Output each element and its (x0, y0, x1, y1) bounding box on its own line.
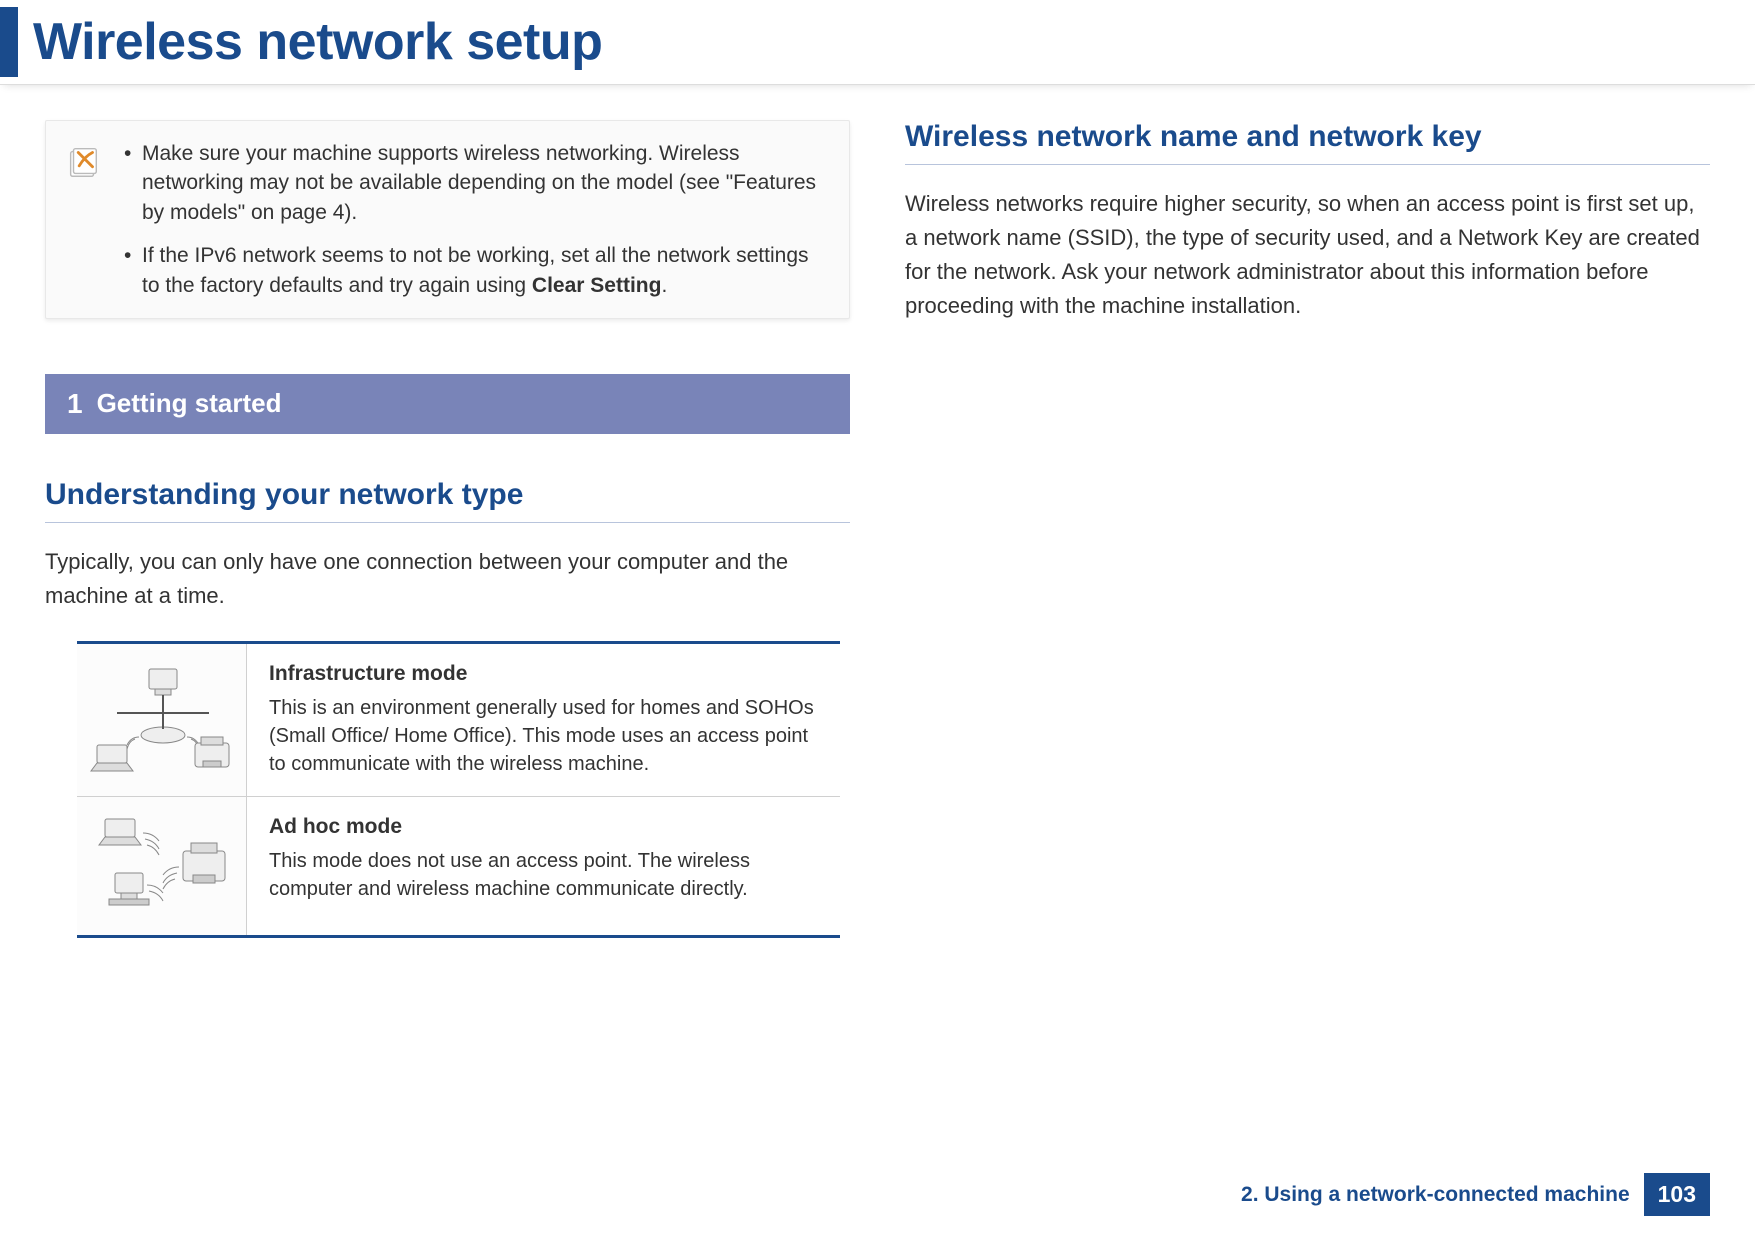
page-header: Wireless network setup (0, 0, 1755, 85)
subheading-network-key: Wireless network name and network key (905, 120, 1710, 165)
mode-description: This is an environment generally used fo… (269, 694, 818, 778)
left-column: Make sure your machine supports wireless… (45, 120, 850, 938)
mode-description: This mode does not use an access point. … (269, 847, 818, 903)
footer-chapter: 2. Using a network-connected machine (1241, 1183, 1630, 1207)
note-icon (64, 143, 102, 181)
mode-text-cell: Ad hoc mode This mode does not use an ac… (247, 797, 840, 935)
page-title: Wireless network setup (33, 12, 602, 72)
adhoc-mode-illustration (77, 797, 247, 935)
note-box: Make sure your machine supports wireless… (45, 120, 850, 319)
note-item: If the IPv6 network seems to not be work… (120, 241, 827, 300)
mode-text-cell: Infrastructure mode This is an environme… (247, 644, 840, 796)
page-number: 103 (1644, 1173, 1710, 1216)
note-list: Make sure your machine supports wireless… (120, 139, 827, 300)
intro-paragraph: Typically, you can only have one connect… (45, 545, 850, 613)
network-key-paragraph: Wireless networks require higher securit… (905, 187, 1710, 323)
table-row: Infrastructure mode This is an environme… (77, 644, 840, 797)
mode-title: Infrastructure mode (269, 662, 818, 686)
header-accent-bar (0, 7, 18, 77)
network-modes-table: Infrastructure mode This is an environme… (77, 641, 840, 938)
mode-title: Ad hoc mode (269, 815, 818, 839)
section-bar: 1 Getting started (45, 374, 850, 434)
infrastructure-mode-illustration (77, 644, 247, 796)
subheading-network-type: Understanding your network type (45, 478, 850, 523)
content-area: Make sure your machine supports wireless… (0, 85, 1755, 938)
note-item: Make sure your machine supports wireless… (120, 139, 827, 227)
page-footer: 2. Using a network-connected machine 103 (1241, 1173, 1710, 1216)
section-number: 1 (67, 388, 83, 420)
section-title: Getting started (97, 388, 282, 419)
table-row: Ad hoc mode This mode does not use an ac… (77, 797, 840, 935)
right-column: Wireless network name and network key Wi… (905, 120, 1710, 938)
